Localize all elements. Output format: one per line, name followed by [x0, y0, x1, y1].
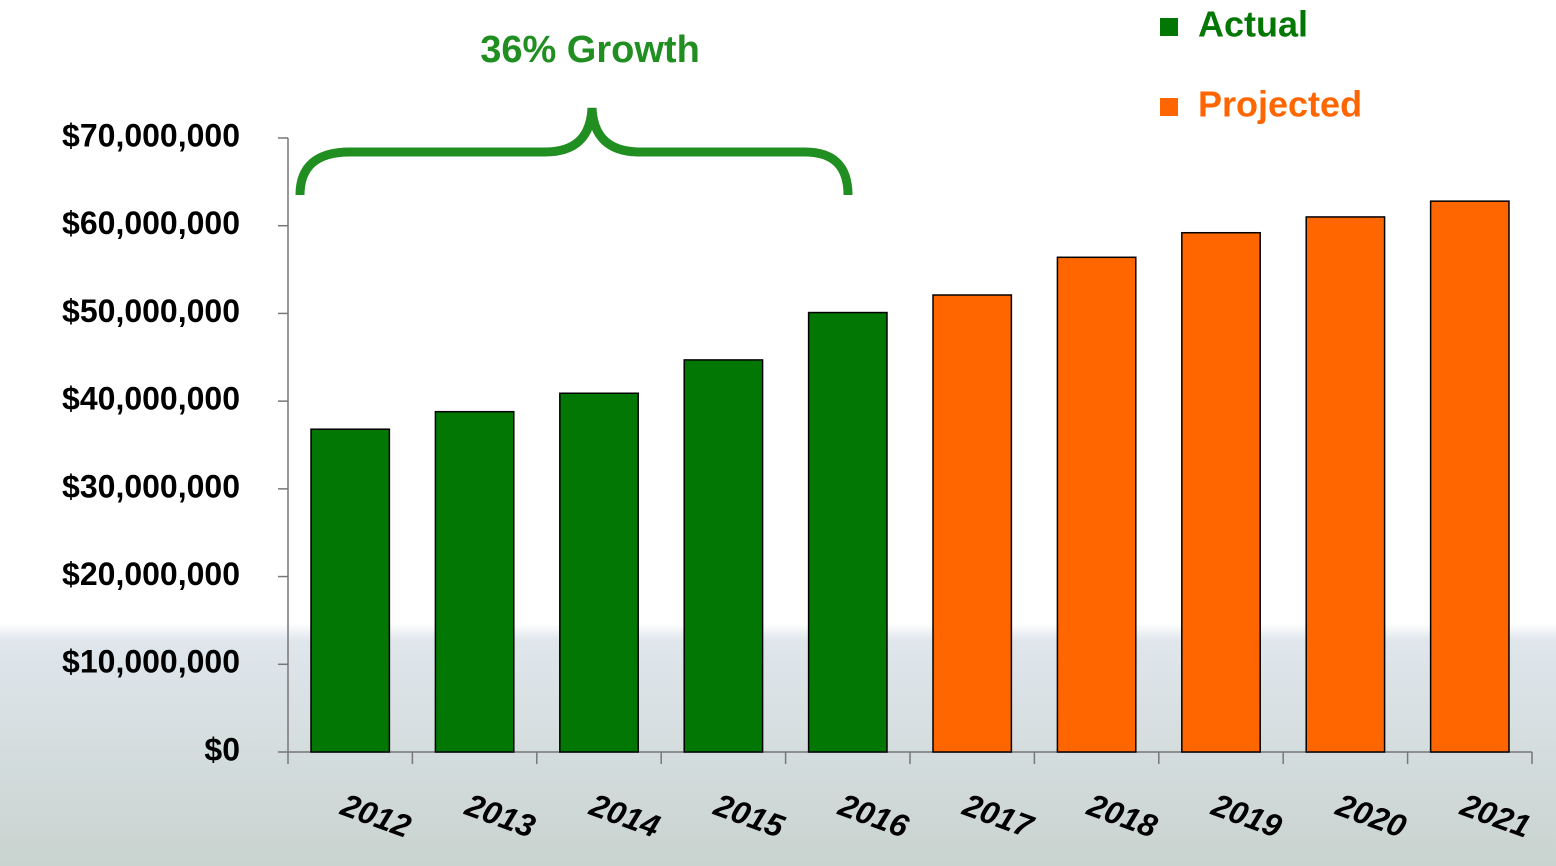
bar: [684, 360, 762, 752]
bar: [933, 295, 1011, 752]
y-tick-label: $70,000,000: [62, 117, 240, 153]
bar: [311, 429, 389, 752]
bar: [809, 313, 887, 752]
chart: 36% Growth $0 $10,000,000 $20,000,000 $30,0…: [0, 0, 1556, 866]
y-tick-label: $10,000,000: [62, 644, 240, 680]
y-tick-label: $20,000,000: [62, 556, 240, 592]
annotation: 36% Growth: [480, 29, 700, 71]
legend-swatch: [1160, 18, 1178, 36]
bar: [1431, 201, 1509, 752]
bar: [1182, 233, 1260, 752]
legend-label: Projected: [1198, 84, 1362, 125]
legend-swatch: [1160, 98, 1178, 116]
y-tick-label: $30,000,000: [62, 468, 240, 504]
bar: [435, 412, 513, 752]
bar: [1306, 217, 1384, 752]
y-tick-label: $0: [204, 731, 240, 767]
bar: [1057, 257, 1135, 752]
y-tick-label: $60,000,000: [62, 205, 240, 241]
y-tick-label: $50,000,000: [62, 293, 240, 329]
y-tick-label: $40,000,000: [62, 381, 240, 417]
bar: [560, 393, 638, 752]
legend-label: Actual: [1198, 4, 1308, 45]
